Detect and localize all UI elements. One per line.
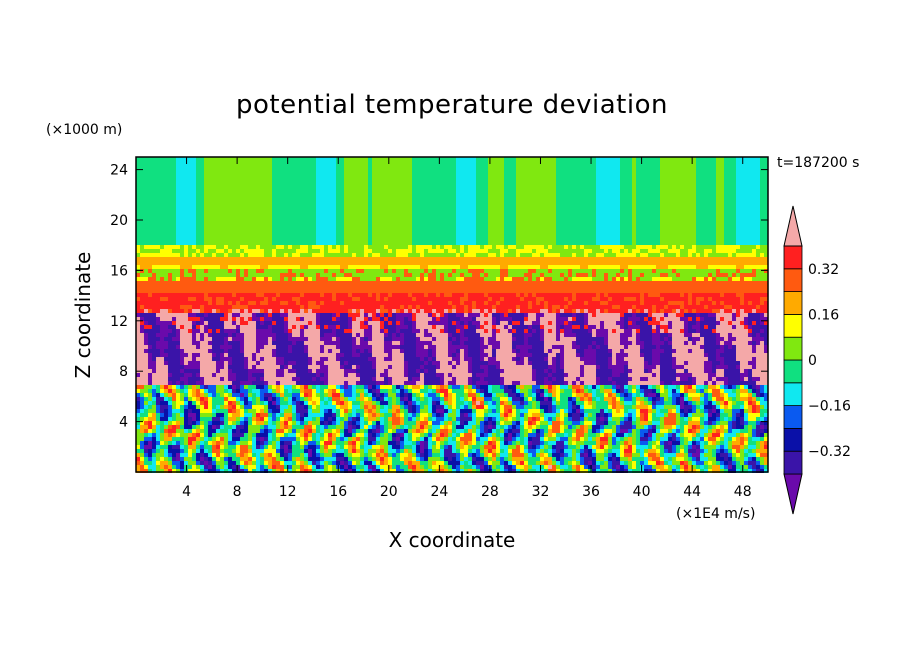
x-tick-label: 20 bbox=[380, 484, 398, 500]
colorbar-bin bbox=[783, 268, 803, 292]
colorbar-bin bbox=[783, 245, 803, 270]
y-tick-label: 24 bbox=[110, 163, 128, 179]
colorbar-label: 0.32 bbox=[808, 262, 839, 278]
colorbar-label: −0.16 bbox=[808, 399, 851, 415]
x-tick-label: 16 bbox=[329, 484, 347, 500]
y-tick-label: 16 bbox=[110, 263, 128, 279]
x-axis-label: X coordinate bbox=[389, 528, 516, 552]
y-tick-label: 4 bbox=[119, 415, 128, 431]
x-unit-label: (×1E4 m/s) bbox=[676, 506, 755, 522]
colorbar-label: 0 bbox=[808, 353, 817, 369]
y-axis-ticks: 4 8 12 16 20 24 bbox=[110, 163, 768, 431]
colorbar-bin bbox=[783, 382, 803, 406]
x-tick-label: 44 bbox=[683, 484, 701, 500]
x-tick-label: 12 bbox=[279, 484, 297, 500]
y-tick-label: 8 bbox=[119, 364, 128, 380]
chart-title: potential temperature deviation bbox=[236, 90, 668, 120]
y-tick-label: 12 bbox=[110, 314, 128, 330]
colorbar-bin bbox=[783, 450, 803, 475]
colorbar-extend-high bbox=[783, 205, 803, 247]
y-unit-label: (×1000 m) bbox=[46, 122, 122, 138]
x-axis-ticks: 4 8 12 16 20 24 28 32 36 40 44 48 bbox=[182, 157, 752, 500]
colorbar-bin bbox=[783, 427, 803, 452]
x-tick-label: 40 bbox=[633, 484, 651, 500]
colorbar: 0.32 0.16 0 −0.16 −0.32 bbox=[783, 205, 851, 515]
y-axis-label: Z coordinate bbox=[71, 252, 95, 379]
x-tick-label: 28 bbox=[481, 484, 499, 500]
colorbar-bin bbox=[783, 336, 803, 361]
heatmap-field bbox=[136, 157, 768, 473]
plot-frame bbox=[135, 156, 769, 473]
x-tick-label: 8 bbox=[233, 484, 242, 500]
colorbar-bin bbox=[783, 405, 803, 429]
x-tick-label: 4 bbox=[182, 484, 191, 500]
time-label: t=187200 s bbox=[777, 155, 859, 171]
colorbar-bin bbox=[783, 359, 803, 384]
y-tick-label: 20 bbox=[110, 213, 128, 229]
colorbar-label: −0.32 bbox=[808, 444, 851, 460]
x-tick-label: 32 bbox=[532, 484, 550, 500]
colorbar-bin bbox=[783, 313, 803, 338]
heatmap-plot-area bbox=[135, 156, 769, 473]
colorbar-bin bbox=[783, 291, 803, 315]
x-tick-label: 48 bbox=[734, 484, 752, 500]
x-tick-label: 24 bbox=[430, 484, 448, 500]
colorbar-extend-low bbox=[783, 473, 803, 515]
colorbar-label: 0.16 bbox=[808, 307, 839, 323]
x-tick-label: 36 bbox=[582, 484, 600, 500]
